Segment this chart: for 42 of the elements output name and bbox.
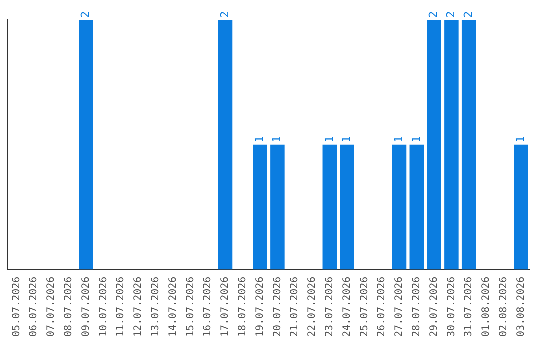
x-tick-label: 22.07.2026 <box>307 276 318 338</box>
data-label: 1 <box>514 136 528 143</box>
data-label: 1 <box>410 136 423 143</box>
data-label: 2 <box>79 11 92 18</box>
data-label: 2 <box>462 11 475 18</box>
x-tick-label: 07.07.2026 <box>46 276 58 338</box>
x-tick-label: 31.07.2026 <box>464 276 475 338</box>
data-label: 1 <box>253 136 266 143</box>
x-tick-label: 30.07.2026 <box>446 276 458 338</box>
x-tick-label: 09.07.2026 <box>80 276 92 338</box>
x-tick-label: 03.08.2026 <box>516 276 527 338</box>
x-tick-label: 05.07.2026 <box>11 276 22 338</box>
x-tick-label: 10.07.2026 <box>98 276 110 338</box>
x-tick-label: 13.07.2026 <box>150 276 162 338</box>
x-tick-label: 25.07.2026 <box>359 276 370 338</box>
x-tick-label: 20.07.2026 <box>272 276 284 338</box>
x-tick-label: 11.07.2026 <box>116 276 127 338</box>
x-tick-label: 24.07.2026 <box>342 276 353 338</box>
x-tick-label: 17.07.2026 <box>220 276 232 338</box>
x-tick-label: 02.08.2026 <box>498 276 510 338</box>
data-label: 1 <box>270 136 284 143</box>
x-tick-label: 19.07.2026 <box>254 276 266 338</box>
x-tick-label: 28.07.2026 <box>411 276 422 338</box>
x-tick-label: 26.07.2026 <box>376 276 388 338</box>
x-tick-label: 06.07.2026 <box>28 276 40 338</box>
x-tick-label: 08.07.2026 <box>63 276 74 338</box>
x-tick-label: 15.07.2026 <box>185 276 196 338</box>
x-tick-label: 16.07.2026 <box>202 276 214 338</box>
x-tick-label: 14.07.2026 <box>168 276 179 338</box>
x-tick-label: 29.07.2026 <box>428 276 440 338</box>
data-label: 1 <box>392 136 406 143</box>
x-tick-label: 12.07.2026 <box>133 276 144 338</box>
data-label: 2 <box>444 11 458 18</box>
data-label: 1 <box>322 136 336 143</box>
x-tick-label: 18.07.2026 <box>237 276 248 338</box>
data-label: 2 <box>427 11 440 18</box>
x-tick-label: 01.08.2026 <box>481 276 492 338</box>
x-tick-label: 23.07.2026 <box>324 276 336 338</box>
x-tick-label: 27.07.2026 <box>394 276 406 338</box>
data-label: 1 <box>340 136 354 143</box>
data-label: 2 <box>218 11 232 18</box>
x-tick-label: 21.07.2026 <box>290 276 301 338</box>
